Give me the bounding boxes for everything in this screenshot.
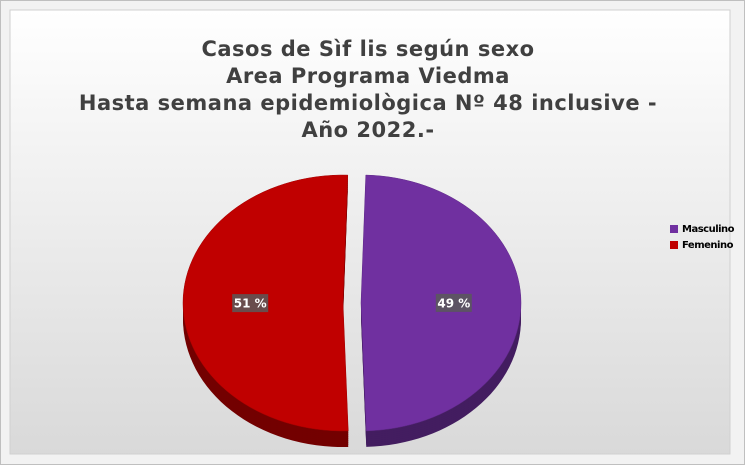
data-label: 49 % bbox=[437, 296, 470, 310]
chart-title: Area Programa Viedma bbox=[226, 64, 510, 88]
legend-swatch bbox=[670, 225, 678, 233]
label-box bbox=[232, 294, 269, 313]
chart-title: Año 2022.- bbox=[301, 118, 434, 142]
pie-layer: 49 % 51 % bbox=[182, 174, 522, 448]
legend-swatch bbox=[670, 241, 678, 249]
legend-label: Femenino bbox=[682, 240, 734, 251]
chart-title: Hasta semana epidemiològica Nº 48 inclus… bbox=[79, 91, 657, 115]
data-label: 51 % bbox=[234, 297, 267, 311]
label-box bbox=[435, 293, 472, 312]
legend-label: Masculino bbox=[682, 224, 735, 235]
chart-title: Casos de Sìf lis según sexo bbox=[201, 37, 534, 61]
